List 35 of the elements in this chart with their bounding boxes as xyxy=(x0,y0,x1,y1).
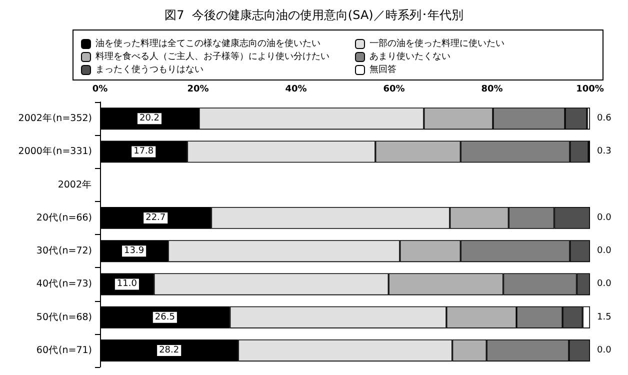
legend-label: 油を使った料理は全てこの様な健康志向の油を使いたい xyxy=(96,38,320,49)
chart-title: 図7 今後の健康志向油の使用意向(SA)／時系列･年代別 xyxy=(164,8,464,22)
data-label: 26.5 xyxy=(154,312,175,322)
y-tick-label: 40代(n=73) xyxy=(36,278,92,290)
data-label: 1.5 xyxy=(597,312,612,322)
y-tick-label: 30代(n=72) xyxy=(36,246,92,257)
data-label: 22.7 xyxy=(146,212,166,223)
y-tick-label: 2000年(n=331) xyxy=(18,145,92,158)
data-label: 0.0 xyxy=(597,279,612,290)
data-label: 13.9 xyxy=(124,246,144,256)
data-label: 0.0 xyxy=(597,246,612,256)
x-tick-label: 60% xyxy=(383,84,405,94)
x-tick-label: 40% xyxy=(285,84,307,94)
data-label: 11.0 xyxy=(116,279,138,290)
y-tick-label: 50代(n=68) xyxy=(36,312,92,323)
y-tick-label: 2002年 xyxy=(58,178,92,190)
x-tick-label: 0% xyxy=(92,84,108,94)
data-label: 17.8 xyxy=(134,146,154,157)
legend-label: まったく使うつもりはない xyxy=(96,64,204,75)
data-label: 20.2 xyxy=(139,114,160,124)
y-tick-label: 2002年(n=352) xyxy=(18,112,92,124)
data-label: 0.3 xyxy=(597,146,612,157)
legend-label: 料理を食べる人（ご主人、お子様等）により使い分けたい xyxy=(96,51,330,62)
data-label: 28.2 xyxy=(159,345,180,356)
legend-label: あまり使いたくない xyxy=(370,51,450,62)
legend-label: 無回答 xyxy=(370,64,396,75)
y-tick-label: 60代(n=71) xyxy=(36,344,92,356)
data-label: 0.0 xyxy=(597,212,612,223)
data-label: 0.0 xyxy=(597,345,612,356)
y-tick-label: 20代(n=66) xyxy=(36,212,92,224)
x-tick-label: 100% xyxy=(576,84,604,94)
legend-label: 一部の油を使った料理に使いたい xyxy=(370,38,504,49)
x-tick-label: 20% xyxy=(187,84,209,94)
x-tick-label: 80% xyxy=(481,84,503,94)
data-label: 0.6 xyxy=(597,114,612,124)
